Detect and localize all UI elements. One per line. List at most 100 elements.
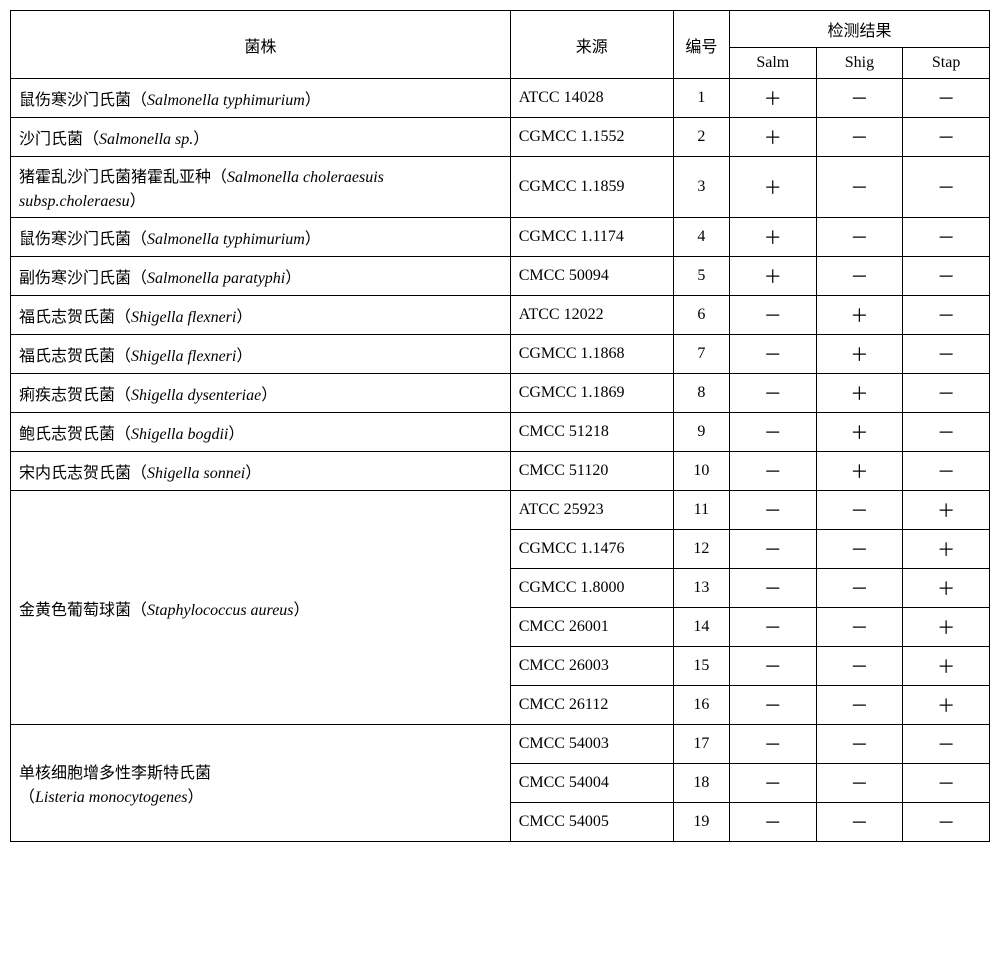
cell-strain: 鼠伤寒沙门氏菌（Salmonella typhimurium） (11, 218, 511, 257)
cell-salm: － (729, 374, 816, 413)
table-row: 金黄色葡萄球菌（Staphylococcus aureus） ATCC 2592… (11, 491, 990, 530)
cell-shig: ＋ (816, 335, 903, 374)
cell-source: ATCC 14028 (510, 79, 673, 118)
cell-salm: － (729, 803, 816, 842)
header-salm: Salm (729, 48, 816, 79)
cell-shig: － (816, 118, 903, 157)
table-row: 副伤寒沙门氏菌（Salmonella paratyphi） CMCC 50094… (11, 257, 990, 296)
header-row-1: 菌株 来源 编号 检测结果 (11, 11, 990, 48)
cell-stap: ＋ (903, 686, 990, 725)
cell-number: 13 (673, 569, 729, 608)
cell-salm: － (729, 530, 816, 569)
cell-stap: － (903, 764, 990, 803)
cell-source: CMCC 26001 (510, 608, 673, 647)
cell-shig: － (816, 257, 903, 296)
cell-shig: － (816, 608, 903, 647)
cell-number: 11 (673, 491, 729, 530)
cell-number: 6 (673, 296, 729, 335)
cell-stap: － (903, 218, 990, 257)
cell-number: 3 (673, 157, 729, 218)
cell-shig: ＋ (816, 374, 903, 413)
cell-source: CMCC 51120 (510, 452, 673, 491)
cell-source: ATCC 12022 (510, 296, 673, 335)
table-row: 鼠伤寒沙门氏菌（Salmonella typhimurium） CGMCC 1.… (11, 218, 990, 257)
table-row: 沙门氏菌（Salmonella sp.） CGMCC 1.1552 2 ＋ － … (11, 118, 990, 157)
cell-shig: － (816, 647, 903, 686)
cell-strain: 副伤寒沙门氏菌（Salmonella paratyphi） (11, 257, 511, 296)
cell-salm: － (729, 569, 816, 608)
cell-number: 9 (673, 413, 729, 452)
cell-stap: － (903, 335, 990, 374)
cell-number: 10 (673, 452, 729, 491)
cell-salm: － (729, 764, 816, 803)
cell-stap: － (903, 79, 990, 118)
cell-salm: ＋ (729, 79, 816, 118)
header-number: 编号 (673, 11, 729, 79)
cell-number: 17 (673, 725, 729, 764)
cell-number: 8 (673, 374, 729, 413)
cell-source: CGMCC 1.1476 (510, 530, 673, 569)
cell-shig: － (816, 491, 903, 530)
table-row: 鼠伤寒沙门氏菌（Salmonella typhimurium） ATCC 140… (11, 79, 990, 118)
cell-salm: － (729, 608, 816, 647)
cell-salm: － (729, 296, 816, 335)
table-row: 猪霍乱沙门氏菌猪霍乱亚种（Salmonella choleraesuis sub… (11, 157, 990, 218)
cell-number: 1 (673, 79, 729, 118)
cell-shig: － (816, 530, 903, 569)
cell-source: CMCC 26003 (510, 647, 673, 686)
cell-strain: 福氏志贺氏菌（Shigella flexneri） (11, 335, 511, 374)
cell-source: CGMCC 1.1859 (510, 157, 673, 218)
cell-shig: ＋ (816, 413, 903, 452)
cell-strain: 沙门氏菌（Salmonella sp.） (11, 118, 511, 157)
cell-source: CMCC 54004 (510, 764, 673, 803)
cell-salm: ＋ (729, 118, 816, 157)
cell-shig: － (816, 803, 903, 842)
cell-salm: － (729, 413, 816, 452)
cell-shig: ＋ (816, 296, 903, 335)
table-row: 鲍氏志贺氏菌（Shigella bogdii） CMCC 51218 9 － ＋… (11, 413, 990, 452)
detection-table: 菌株 来源 编号 检测结果 Salm Shig Stap 鼠伤寒沙门氏菌（Sal… (10, 10, 990, 842)
cell-salm: ＋ (729, 218, 816, 257)
cell-shig: － (816, 218, 903, 257)
cell-source: CGMCC 1.1868 (510, 335, 673, 374)
cell-source: CMCC 26112 (510, 686, 673, 725)
table-row: 痢疾志贺氏菌（Shigella dysenteriae） CGMCC 1.186… (11, 374, 990, 413)
cell-number: 5 (673, 257, 729, 296)
cell-number: 15 (673, 647, 729, 686)
cell-stap: ＋ (903, 569, 990, 608)
cell-stap: － (903, 452, 990, 491)
cell-source: CMCC 54003 (510, 725, 673, 764)
cell-shig: － (816, 764, 903, 803)
header-strain: 菌株 (11, 11, 511, 79)
cell-number: 7 (673, 335, 729, 374)
table-row: 单核细胞增多性李斯特氏菌（Listeria monocytogenes） CMC… (11, 725, 990, 764)
cell-shig: － (816, 79, 903, 118)
cell-stap: ＋ (903, 608, 990, 647)
cell-stap: － (903, 413, 990, 452)
cell-number: 12 (673, 530, 729, 569)
header-source: 来源 (510, 11, 673, 79)
header-result-group: 检测结果 (729, 11, 989, 48)
cell-number: 16 (673, 686, 729, 725)
cell-salm: － (729, 491, 816, 530)
cell-source: ATCC 25923 (510, 491, 673, 530)
cell-stap: ＋ (903, 530, 990, 569)
table-row: 福氏志贺氏菌（Shigella flexneri） ATCC 12022 6 －… (11, 296, 990, 335)
cell-number: 14 (673, 608, 729, 647)
cell-source: CMCC 51218 (510, 413, 673, 452)
cell-number: 4 (673, 218, 729, 257)
cell-stap: － (903, 118, 990, 157)
cell-strain: 鼠伤寒沙门氏菌（Salmonella typhimurium） (11, 79, 511, 118)
cell-source: CGMCC 1.1174 (510, 218, 673, 257)
cell-stap: ＋ (903, 491, 990, 530)
header-shig: Shig (816, 48, 903, 79)
cell-stap: － (903, 725, 990, 764)
cell-shig: － (816, 157, 903, 218)
cell-stap: － (903, 257, 990, 296)
cell-number: 19 (673, 803, 729, 842)
cell-shig: － (816, 569, 903, 608)
cell-stap: － (903, 157, 990, 218)
cell-number: 18 (673, 764, 729, 803)
cell-stap: － (903, 374, 990, 413)
cell-salm: － (729, 647, 816, 686)
